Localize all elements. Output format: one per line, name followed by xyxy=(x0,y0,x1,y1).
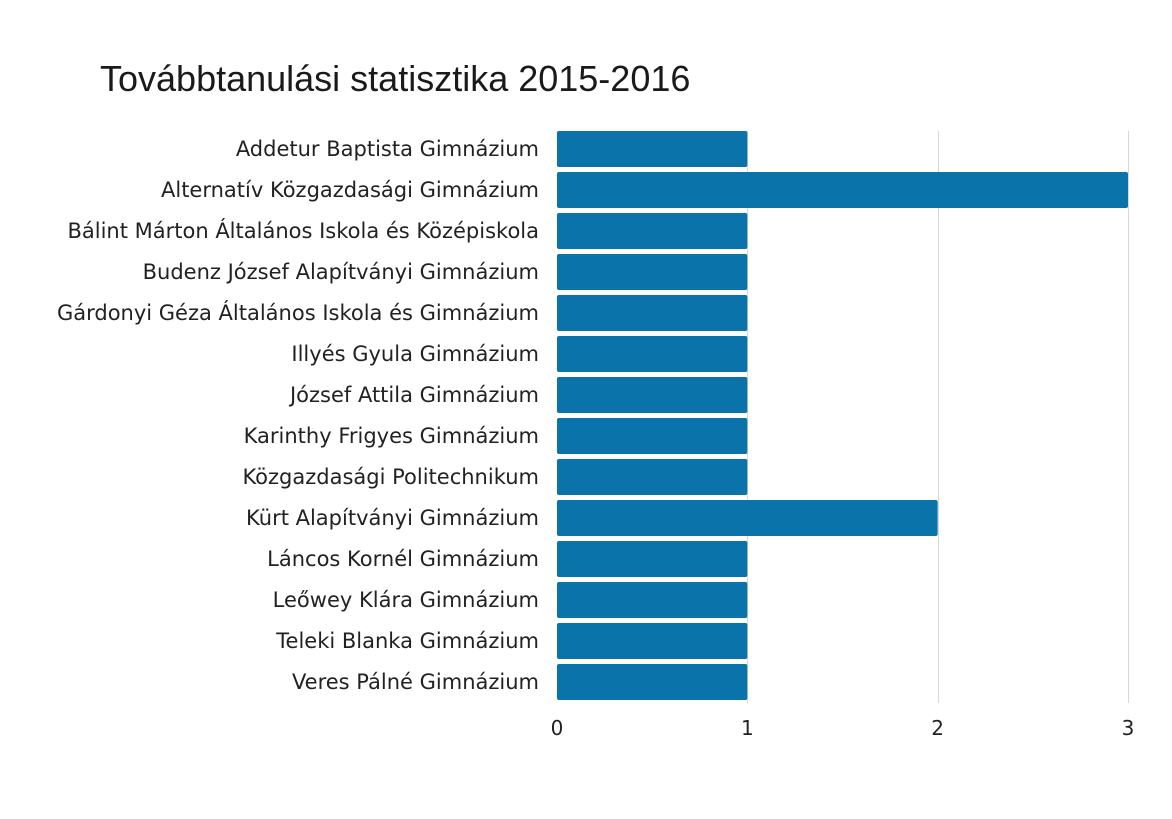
category-label: Gárdonyi Géza Általános Iskola és Gimnáz… xyxy=(57,300,539,325)
bar[interactable] xyxy=(557,459,748,495)
category-label: Budenz József Alapítványi Gimnázium xyxy=(143,260,539,284)
category-label: Teleki Blanka Gimnázium xyxy=(275,629,539,653)
bar[interactable] xyxy=(557,582,748,618)
category-label: Veres Pálné Gimnázium xyxy=(292,670,539,694)
category-label: Láncos Kornél Gimnázium xyxy=(267,547,539,571)
x-tick-label: 1 xyxy=(741,716,754,740)
bar[interactable] xyxy=(557,623,748,659)
bar[interactable] xyxy=(557,377,748,413)
category-label: Karinthy Frigyes Gimnázium xyxy=(244,424,539,448)
bar[interactable] xyxy=(557,172,1128,208)
category-label: Kürt Alapítványi Gimnázium xyxy=(246,506,539,530)
bar[interactable] xyxy=(557,500,938,536)
category-label: Leőwey Klára Gimnázium xyxy=(273,588,539,612)
bar[interactable] xyxy=(557,131,748,167)
bar[interactable] xyxy=(557,664,748,700)
bar[interactable] xyxy=(557,254,748,290)
bar-layer xyxy=(557,131,1128,700)
bar[interactable] xyxy=(557,213,748,249)
category-label: Bálint Márton Általános Iskola és Középi… xyxy=(67,218,539,243)
category-label: Közgazdasági Politechnikum xyxy=(242,465,539,489)
category-label: Alternatív Közgazdasági Gimnázium xyxy=(161,178,539,202)
x-tick-label: 0 xyxy=(551,716,564,740)
x-tick-label: 3 xyxy=(1122,716,1135,740)
category-label-layer: Addetur Baptista Gimnázium Alternatív Köz… xyxy=(57,137,539,694)
bar[interactable] xyxy=(557,541,748,577)
category-label: Illyés Gyula Gimnázium xyxy=(291,342,539,366)
bar[interactable] xyxy=(557,295,748,331)
bar[interactable] xyxy=(557,418,748,454)
tick-label-layer: 0 1 2 3 xyxy=(551,716,1135,740)
chart-title: Továbbtanulási statisztika 2015-2016 xyxy=(100,58,691,99)
bar[interactable] xyxy=(557,336,748,372)
category-label: Addetur Baptista Gimnázium xyxy=(236,137,539,161)
x-tick-label: 2 xyxy=(931,716,944,740)
category-label: József Attila Gimnázium xyxy=(288,383,539,407)
grid-layer xyxy=(747,131,1129,703)
